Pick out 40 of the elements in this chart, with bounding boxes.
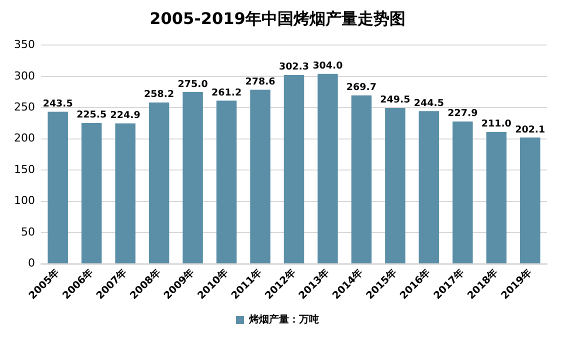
text: 225.5 — [76, 110, 107, 121]
bar — [385, 108, 406, 264]
bar — [351, 95, 372, 264]
y-tick-label: 250 — [14, 100, 35, 114]
text: 211.0 — [481, 118, 512, 130]
y-tick-label: 350 — [14, 38, 35, 52]
text: 224.9 — [110, 110, 140, 122]
text: 258.2 — [144, 89, 174, 100]
text: 249.5 — [380, 94, 410, 106]
legend-label: 烤烟产量：万吨 — [248, 314, 319, 326]
bar — [148, 102, 170, 264]
y-tick-label: 100 — [14, 194, 35, 208]
text: 243.5 — [42, 98, 73, 110]
bar — [418, 111, 440, 264]
bar — [250, 90, 270, 264]
y-tick-label: 300 — [14, 69, 35, 82]
bar — [48, 112, 68, 264]
text: 304.0 — [312, 60, 343, 72]
text: 278.6 — [245, 76, 276, 88]
bar — [81, 122, 102, 264]
text: 269.7 — [346, 82, 376, 94]
text: 261.2 — [212, 87, 242, 98]
bar — [115, 123, 136, 264]
y-tick-label: 0 — [28, 256, 35, 270]
text: 302.3 — [278, 62, 310, 73]
bar — [318, 74, 338, 264]
y-tick-label: 200 — [14, 132, 35, 145]
text: 202.1 — [515, 124, 546, 136]
chart-title: 2005-2019年中国烤烟产量走势图 — [150, 8, 406, 28]
y-tick-label: 150 — [14, 162, 35, 176]
bar — [216, 100, 237, 264]
bar — [182, 92, 203, 264]
text: 244.5 — [414, 98, 444, 109]
text: 227.9 — [448, 108, 478, 120]
text: 275.0 — [178, 78, 208, 90]
bar — [284, 74, 304, 264]
bar — [452, 121, 473, 264]
bar — [520, 138, 540, 264]
bar — [486, 132, 507, 264]
y-tick-label: 50 — [20, 225, 35, 238]
